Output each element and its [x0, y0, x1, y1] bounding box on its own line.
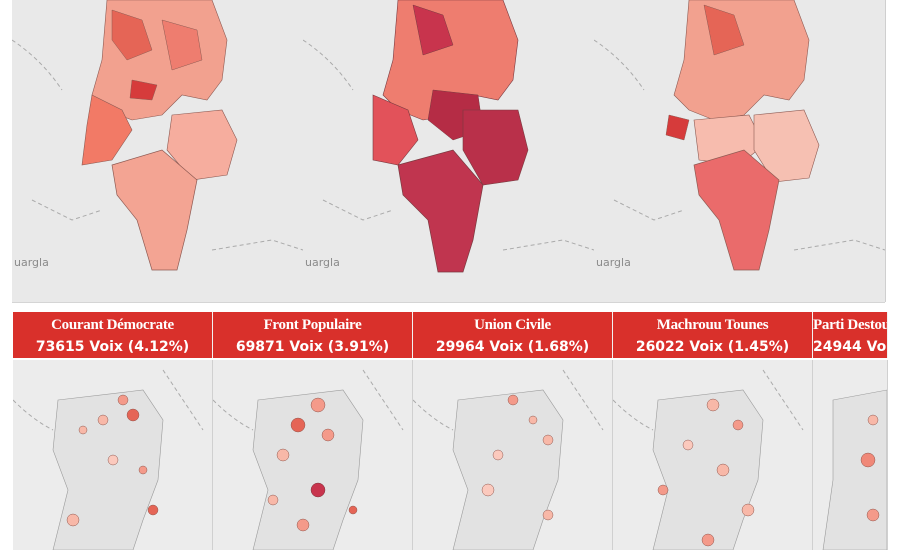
party-name: Machrouu Tounes — [656, 317, 769, 333]
map-parti-destour[interactable] — [813, 360, 888, 550]
map-machrouu-tounes[interactable] — [613, 360, 813, 550]
party-votes: 29964 Voix (1.68%) — [435, 339, 590, 355]
map-courant-democrate[interactable] — [13, 360, 213, 550]
party-name: Front Populaire — [263, 317, 362, 333]
party-votes: 24944 Voi — [813, 339, 888, 355]
party-header-union-civile: Union Civile 29964 Voix (1.68%) — [413, 312, 613, 358]
party-header-courant-democrate: Courant Démocrate 73615 Voix (4.12%) — [13, 312, 213, 358]
map-top-3[interactable]: uargla — [594, 0, 886, 302]
party-header-front-populaire: Front Populaire 69871 Voix (3.91%) — [213, 312, 413, 358]
divider — [12, 302, 885, 303]
map-top-2[interactable]: uargla — [303, 0, 595, 302]
party-name: Parti Destou — [813, 317, 888, 333]
city-label: uargla — [14, 256, 49, 269]
party-votes: 69871 Voix (3.91%) — [235, 339, 390, 355]
map-top-1[interactable]: uargla — [12, 0, 304, 302]
party-votes: 73615 Voix (4.12%) — [35, 339, 190, 355]
party-name: Courant Démocrate — [51, 317, 174, 333]
party-header-machrouu-tounes: Machrouu Tounes 26022 Voix (1.45%) — [613, 312, 813, 358]
party-votes: 26022 Voix (1.45%) — [635, 339, 790, 355]
city-label: uargla — [305, 256, 340, 269]
map-front-populaire[interactable] — [213, 360, 413, 550]
city-label: uargla — [596, 256, 631, 269]
party-name: Union Civile — [474, 317, 551, 333]
map-union-civile[interactable] — [413, 360, 613, 550]
party-header-parti-destour: Parti Destou 24944 Voi — [813, 312, 888, 358]
